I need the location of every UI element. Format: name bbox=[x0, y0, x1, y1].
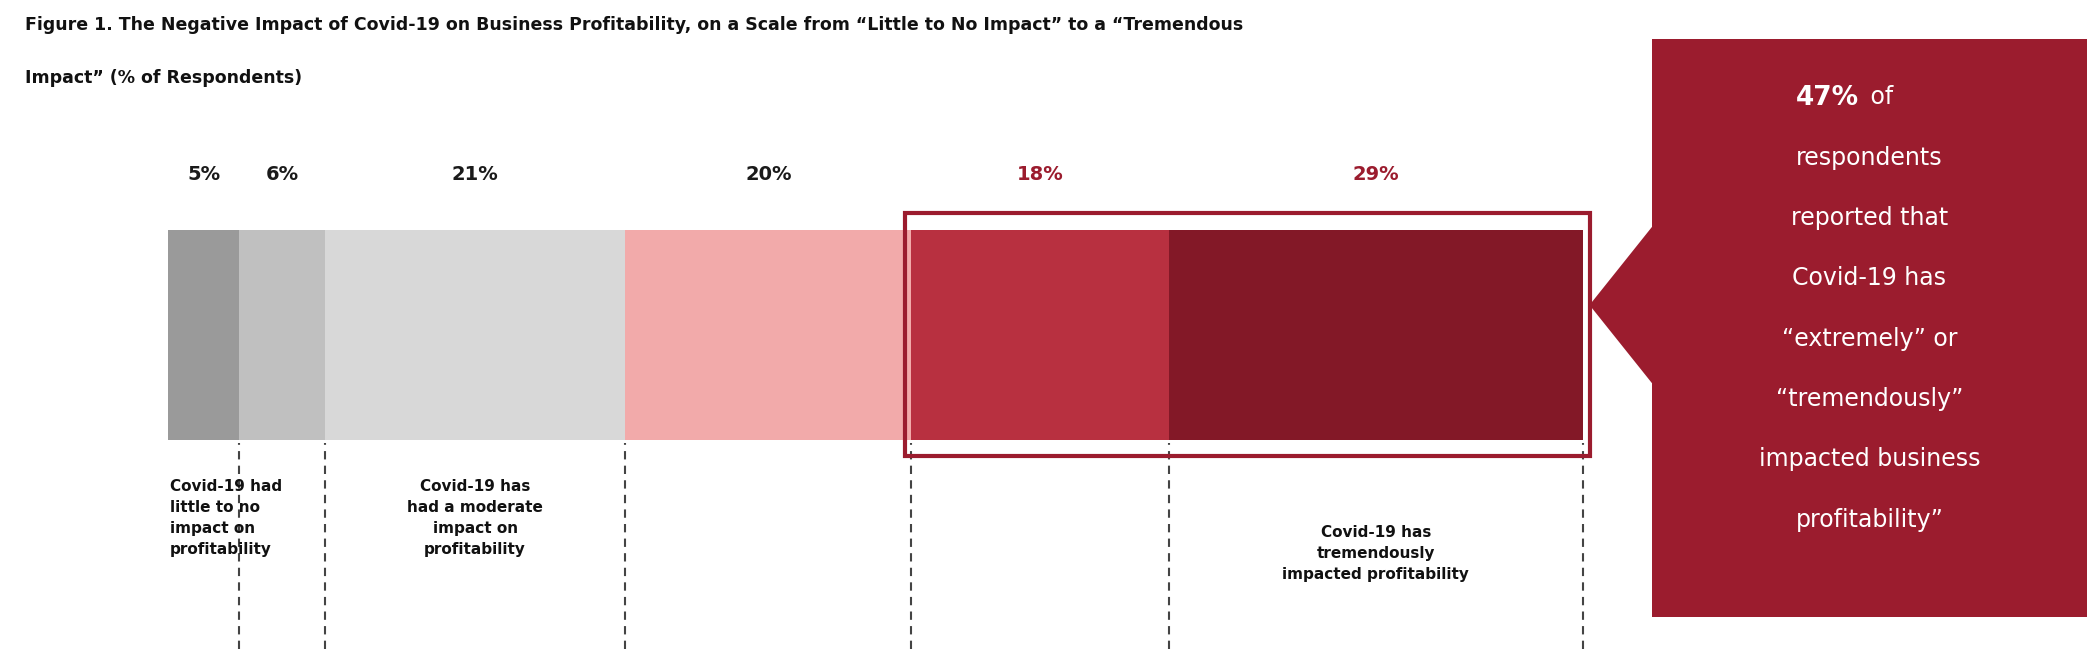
Text: 18%: 18% bbox=[1017, 165, 1063, 184]
Text: 29%: 29% bbox=[1353, 165, 1399, 184]
Bar bbox=[168, 230, 239, 440]
Text: Covid-19 has
tremendously
impacted profitability: Covid-19 has tremendously impacted profi… bbox=[1283, 525, 1470, 582]
Text: 21%: 21% bbox=[451, 165, 499, 184]
Bar bbox=[906, 213, 1590, 456]
Text: Covid-19 has: Covid-19 has bbox=[1793, 266, 1946, 291]
Text: impacted business: impacted business bbox=[1759, 447, 1980, 472]
Text: “extremely” or: “extremely” or bbox=[1782, 327, 1957, 351]
Text: 20%: 20% bbox=[744, 165, 791, 184]
Text: reported that: reported that bbox=[1791, 206, 1948, 230]
Text: 5%: 5% bbox=[187, 165, 220, 184]
Text: Impact” (% of Respondents): Impact” (% of Respondents) bbox=[25, 69, 302, 87]
Text: Figure 1. The Negative Impact of Covid-19 on Business Profitability, on a Scale : Figure 1. The Negative Impact of Covid-1… bbox=[25, 16, 1244, 34]
Text: 47%: 47% bbox=[1795, 85, 1858, 112]
Polygon shape bbox=[1590, 226, 1652, 384]
Text: “tremendously”: “tremendously” bbox=[1776, 387, 1963, 411]
Bar bbox=[1168, 230, 1583, 440]
Text: Covid-19 has
had a moderate
impact on
profitability: Covid-19 has had a moderate impact on pr… bbox=[407, 479, 543, 557]
Text: Covid-19 had
little to no
impact on
profitability: Covid-19 had little to no impact on prof… bbox=[170, 479, 281, 557]
Bar bbox=[1652, 39, 2087, 617]
Text: respondents: respondents bbox=[1797, 146, 1942, 170]
Bar bbox=[625, 230, 912, 440]
Bar bbox=[912, 230, 1168, 440]
Bar bbox=[239, 230, 325, 440]
Bar bbox=[325, 230, 625, 440]
Text: 6%: 6% bbox=[266, 165, 298, 184]
Text: profitability”: profitability” bbox=[1795, 508, 1944, 532]
Text: of: of bbox=[1862, 85, 1894, 110]
